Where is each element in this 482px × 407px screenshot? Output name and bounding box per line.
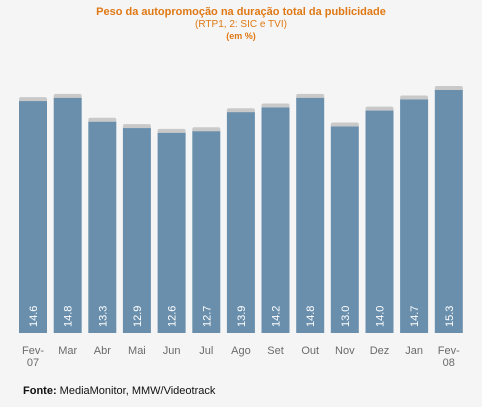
bar-group: 14.8 Out (296, 93, 325, 357)
bar-value-label: 13.0 (340, 306, 352, 327)
x-tick-label: Mai (128, 345, 146, 357)
x-tick-label: Nov (335, 345, 355, 357)
x-tick-label: Set (267, 345, 284, 357)
bar-value-label: 12.6 (167, 306, 179, 327)
bar (53, 97, 82, 334)
x-tick-label: 08 (443, 357, 455, 369)
bar-group: 13.0 Nov (330, 122, 359, 357)
bar (88, 121, 117, 333)
x-tick-label: Dez (370, 345, 390, 357)
bar (296, 97, 325, 334)
x-tick-label: Jun (163, 345, 181, 357)
bar-group: 14.7 Jan (400, 95, 429, 357)
bar-value-label: 14.8 (63, 306, 75, 327)
bar-group: 13.9 Ago (226, 108, 255, 357)
bar-value-label: 14.8 (305, 306, 317, 327)
bar-value-label: 12.9 (132, 306, 144, 327)
source-note: Fonte: MediaMonitor, MMW/Videotrack (23, 385, 215, 397)
bar-chart: 14.6Fev-0714.8Mar13.3Abr12.9Mai12.6Jun12… (19, 86, 463, 369)
x-tick-label: Jan (405, 345, 423, 357)
bar-value-label: 12.7 (201, 306, 213, 327)
bar-value-label: 13.3 (97, 306, 109, 327)
bar-group: 14.8 Mar (53, 93, 82, 357)
chart-subtitle: (RTP1, 2: SIC e TVI) (195, 19, 287, 30)
bar (330, 126, 359, 333)
bar-value-label: 14.7 (409, 306, 421, 327)
chart-title: Peso da autopromoção na duração total da… (96, 6, 386, 18)
bar-value-label: 14.0 (375, 306, 387, 327)
bar (19, 101, 47, 333)
source-label: Fonte: (23, 385, 57, 397)
bar (434, 90, 463, 333)
x-tick-label: Ago (231, 345, 251, 357)
x-tick-label: Fev- (22, 345, 44, 357)
bar (365, 110, 394, 333)
x-tick-label: Jul (199, 345, 213, 357)
bar-value-label: 14.6 (28, 306, 40, 327)
x-tick-label: Abr (94, 345, 111, 357)
bar-group: 13.3 Abr (88, 117, 117, 357)
bar-value-label: 13.9 (236, 306, 248, 327)
x-tick-label: Mar (58, 345, 77, 357)
bar-group: 15.3 Fev-08 (434, 86, 463, 369)
bar-value-label: 14.2 (271, 306, 283, 327)
bar (157, 132, 186, 333)
x-tick-label: Out (301, 345, 319, 357)
x-tick-label: Fev- (438, 345, 460, 357)
bar (122, 128, 151, 333)
bar-group: 12.7 Jul (192, 127, 221, 357)
bar (226, 112, 255, 333)
bar-group: 14.0 Dez (365, 106, 394, 357)
bar-group: 12.9 Mai (122, 124, 151, 357)
bar (400, 99, 429, 333)
bar-value-label: 15.3 (444, 306, 456, 327)
bar-group: 12.6 Jun (157, 128, 186, 357)
bar (261, 107, 290, 333)
bar-group: 14.6 Fev-07 (19, 97, 47, 369)
chart-unit-label: (em %) (226, 31, 256, 41)
x-tick-label: 07 (27, 357, 39, 369)
bar (192, 131, 221, 333)
source-text: MediaMonitor, MMW/Videotrack (59, 385, 216, 397)
bar-group: 14.2 Set (261, 103, 290, 357)
